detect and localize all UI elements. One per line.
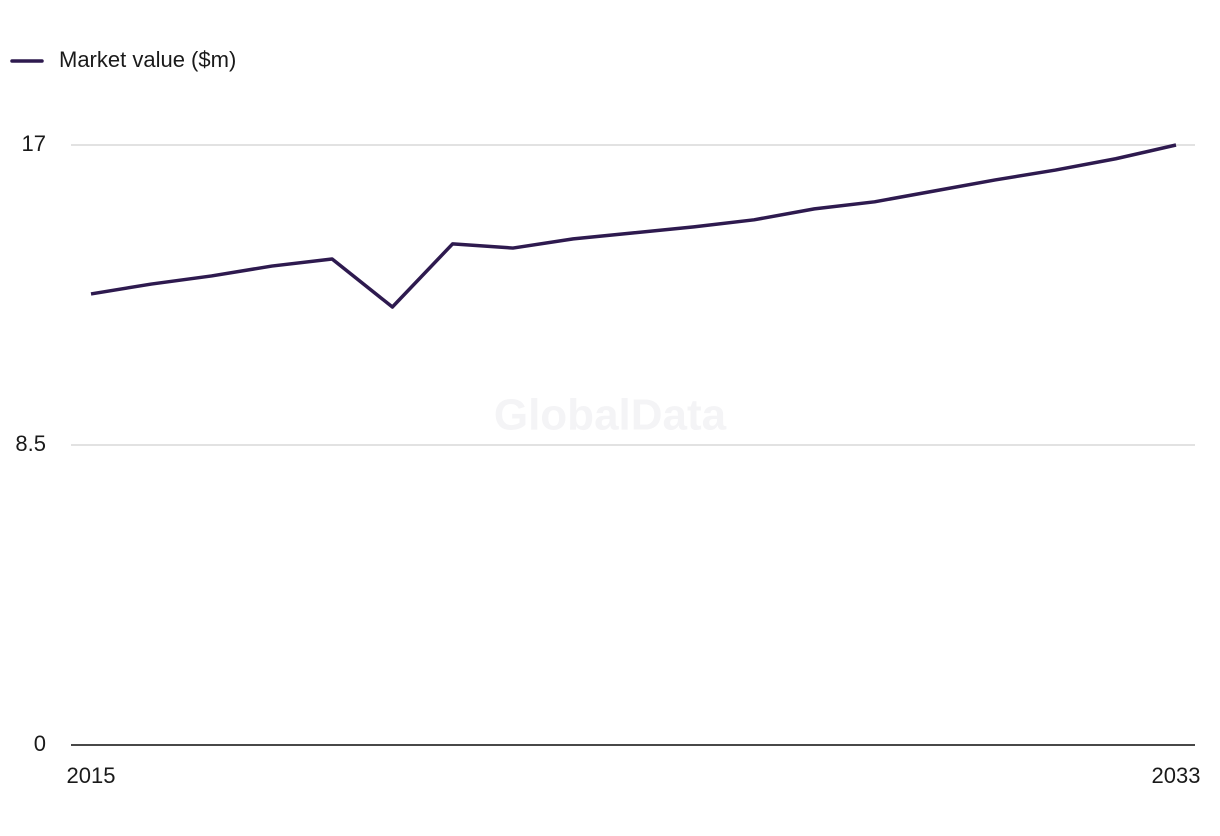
y-tick-label: 0 [34,731,46,756]
line-series [90,143,1177,309]
legend-label: Market value ($m) [59,47,236,72]
y-tick-label: 17 [22,131,46,156]
watermark: GlobalData [494,391,727,440]
x-tick-label: 2033 [1152,763,1201,788]
x-tick-label: 2015 [67,763,116,788]
y-tick-label: 8.5 [15,431,46,456]
